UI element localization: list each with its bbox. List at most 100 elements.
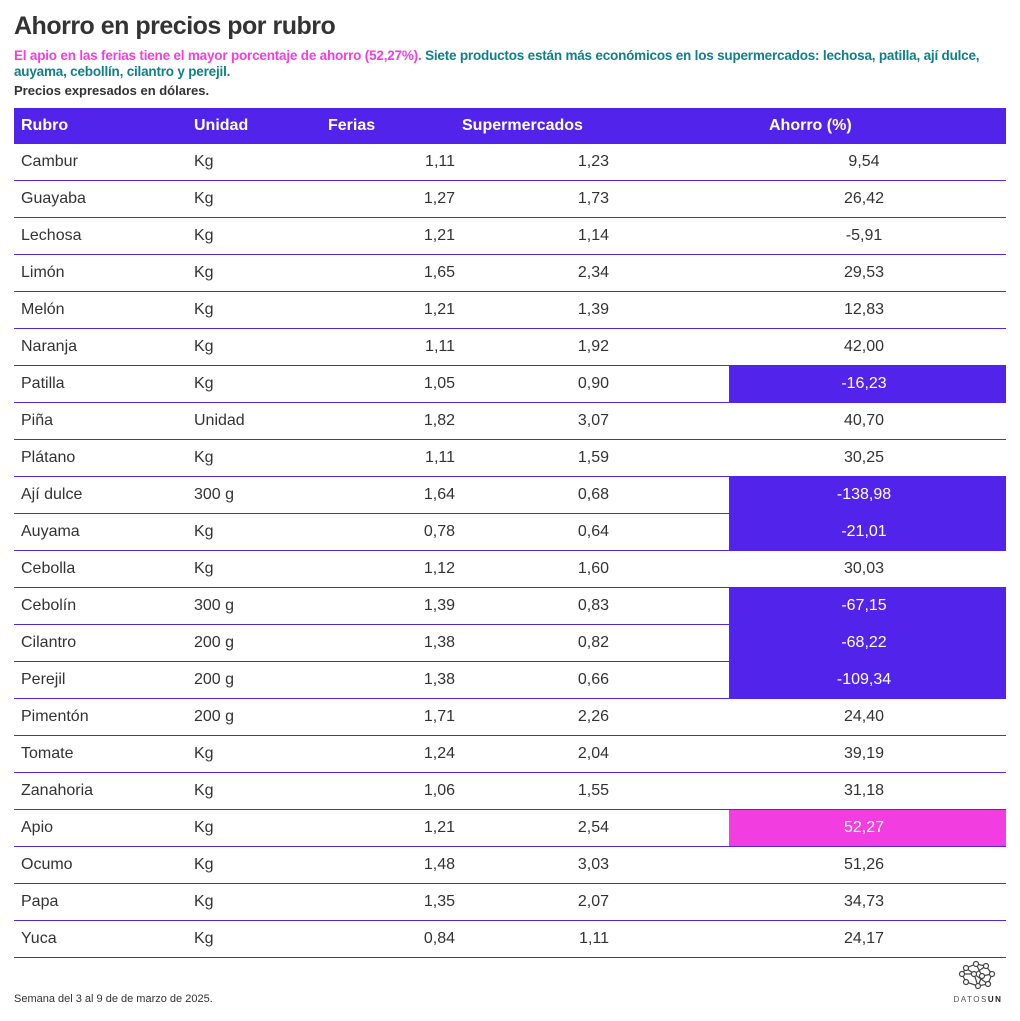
cell-supermercados: 1,39 — [455, 291, 729, 329]
cell-supermercados: 0,82 — [455, 624, 729, 662]
network-icon — [958, 960, 996, 990]
cell-unidad: Unidad — [187, 402, 321, 440]
datosun-logo: DATOSUN — [950, 960, 1006, 1004]
cell-supermercados: 1,14 — [455, 217, 729, 255]
cell-rubro: Cebolla — [14, 550, 187, 588]
cell-supermercados: 3,07 — [455, 402, 729, 440]
cell-ahorro: -109,34 — [729, 661, 1006, 699]
table-row: Limón Kg 1,65 2,34 29,53 — [14, 254, 1006, 292]
cell-supermercados: 2,34 — [455, 254, 729, 292]
table-row: Cambur Kg 1,11 1,23 9,54 — [14, 144, 1006, 181]
cell-ferias: 1,27 — [321, 180, 455, 218]
cell-supermercados: 1,23 — [455, 144, 729, 181]
cell-rubro: Ocumo — [14, 846, 187, 884]
cell-rubro: Ají dulce — [14, 476, 187, 514]
cell-ferias: 1,64 — [321, 476, 455, 514]
cell-rubro: Cilantro — [14, 624, 187, 662]
col-unidad: Unidad — [187, 108, 321, 144]
table-row: Guayaba Kg 1,27 1,73 26,42 — [14, 180, 1006, 218]
cell-rubro: Melón — [14, 291, 187, 329]
cell-unidad: 300 g — [187, 587, 321, 625]
cell-ahorro: 24,40 — [729, 698, 1006, 736]
table-row: Piña Unidad 1,82 3,07 40,70 — [14, 402, 1006, 440]
cell-ahorro: 30,25 — [729, 439, 1006, 477]
cell-supermercados: 3,03 — [455, 846, 729, 884]
cell-ahorro: 12,83 — [729, 291, 1006, 329]
cell-ferias: 1,11 — [321, 328, 455, 366]
logo-text-b: UN — [987, 995, 1003, 1004]
col-rubro: Rubro — [14, 108, 187, 144]
cell-rubro: Cambur — [14, 144, 187, 181]
cell-ahorro: 29,53 — [729, 254, 1006, 292]
cell-unidad: Kg — [187, 180, 321, 218]
cell-unidad: Kg — [187, 291, 321, 329]
cell-ahorro: -67,15 — [729, 587, 1006, 625]
cell-ferias: 1,21 — [321, 291, 455, 329]
cell-unidad: Kg — [187, 217, 321, 255]
cell-supermercados: 1,55 — [455, 772, 729, 810]
cell-ahorro: 39,19 — [729, 735, 1006, 773]
table-row: Lechosa Kg 1,21 1,14 -5,91 — [14, 217, 1006, 255]
cell-ahorro: 9,54 — [729, 144, 1006, 181]
cell-rubro: Limón — [14, 254, 187, 292]
cell-unidad: Kg — [187, 846, 321, 884]
cell-ferias: 1,65 — [321, 254, 455, 292]
cell-rubro: Auyama — [14, 513, 187, 551]
cell-ahorro: 42,00 — [729, 328, 1006, 366]
cell-ahorro: -16,23 — [729, 365, 1006, 403]
page-title: Ahorro en precios por rubro — [14, 12, 336, 40]
cell-supermercados: 1,92 — [455, 328, 729, 366]
cell-supermercados: 1,59 — [455, 439, 729, 477]
cell-unidad: Kg — [187, 550, 321, 588]
table-row: Auyama Kg 0,78 0,64 -21,01 — [14, 513, 1006, 551]
cell-ferias: 1,48 — [321, 846, 455, 884]
cell-rubro: Tomate — [14, 735, 187, 773]
cell-ferias: 1,82 — [321, 402, 455, 440]
cell-unidad: Kg — [187, 254, 321, 292]
cell-supermercados: 2,54 — [455, 809, 729, 847]
cell-ferias: 1,11 — [321, 439, 455, 477]
cell-rubro: Naranja — [14, 328, 187, 366]
cell-ahorro: 51,26 — [729, 846, 1006, 884]
cell-ahorro: 52,27 — [729, 809, 1006, 847]
cell-ahorro: 24,17 — [729, 920, 1006, 958]
cell-ahorro: 34,73 — [729, 883, 1006, 921]
cell-unidad: 300 g — [187, 476, 321, 514]
table-row: Cilantro 200 g 1,38 0,82 -68,22 — [14, 624, 1006, 662]
subtitle-rest: Siete productos están más económicos en … — [14, 48, 980, 79]
col-ferias: Ferias — [321, 108, 455, 144]
subtitle: El apio en las ferias tiene el mayor por… — [14, 48, 1004, 80]
cell-unidad: 200 g — [187, 624, 321, 662]
subtitle-highlight: El apio en las ferias tiene el mayor por… — [14, 48, 422, 63]
cell-ferias: 1,21 — [321, 809, 455, 847]
cell-ferias: 1,39 — [321, 587, 455, 625]
cell-rubro: Pimentón — [14, 698, 187, 736]
cell-rubro: Yuca — [14, 920, 187, 958]
cell-unidad: Kg — [187, 365, 321, 403]
table-row: Naranja Kg 1,11 1,92 42,00 — [14, 328, 1006, 366]
cell-ferias: 1,35 — [321, 883, 455, 921]
cell-supermercados: 0,68 — [455, 476, 729, 514]
cell-rubro: Zanahoria — [14, 772, 187, 810]
cell-ferias: 1,38 — [321, 624, 455, 662]
cell-unidad: Kg — [187, 809, 321, 847]
cell-ahorro: -138,98 — [729, 476, 1006, 514]
col-ahorro: Ahorro (%) — [729, 108, 1006, 144]
cell-supermercados: 0,83 — [455, 587, 729, 625]
cell-supermercados: 2,04 — [455, 735, 729, 773]
cell-ferias: 1,11 — [321, 144, 455, 181]
cell-supermercados: 2,26 — [455, 698, 729, 736]
table-row: Plátano Kg 1,11 1,59 30,25 — [14, 439, 1006, 477]
cell-ferias: 1,71 — [321, 698, 455, 736]
cell-ferias: 1,38 — [321, 661, 455, 699]
cell-ahorro: 40,70 — [729, 402, 1006, 440]
cell-rubro: Piña — [14, 402, 187, 440]
table-row: Papa Kg 1,35 2,07 34,73 — [14, 883, 1006, 921]
cell-ferias: 0,84 — [321, 920, 455, 958]
table-row: Ají dulce 300 g 1,64 0,68 -138,98 — [14, 476, 1006, 514]
footer-date: Semana del 3 al 9 de de marzo de 2025. — [14, 993, 213, 1005]
cell-ahorro: 31,18 — [729, 772, 1006, 810]
cell-unidad: 200 g — [187, 661, 321, 699]
cell-supermercados: 0,90 — [455, 365, 729, 403]
cell-supermercados: 1,73 — [455, 180, 729, 218]
